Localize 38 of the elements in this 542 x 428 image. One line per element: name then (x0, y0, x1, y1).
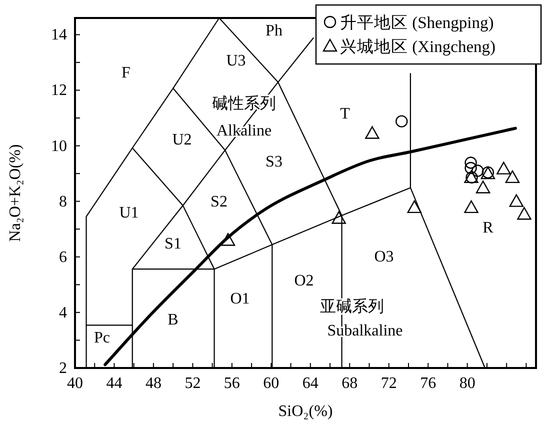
x-tick-label: 40 (67, 375, 83, 392)
x-tick-label: 52 (184, 375, 201, 392)
y-tick-label: 4 (59, 304, 67, 322)
annotation: S2 (210, 194, 228, 211)
y-tick-label: 14 (51, 26, 67, 44)
annotation: R (482, 220, 494, 237)
annotation: 碱性系列 (212, 94, 276, 113)
x-tick-label: 80 (459, 375, 476, 392)
legend-label: 兴城地区 (Xingcheng) (340, 37, 496, 56)
y-tick-label: 10 (51, 138, 67, 155)
annotation: F (122, 64, 131, 82)
annotation: T (340, 106, 350, 123)
annotation: U2 (172, 132, 192, 149)
annotation: O1 (230, 290, 250, 308)
y-tick-label: 2 (59, 360, 67, 377)
annotation: Pc (94, 330, 110, 347)
x-axis-title: SiO₂(%) (278, 403, 333, 420)
x-tick-label: 64 (302, 375, 318, 392)
x-tick-label: 76 (420, 375, 436, 392)
annotation: U3 (226, 52, 246, 70)
x-tick-label: 48 (145, 375, 162, 392)
legend-label: 升平地区 (Shengping) (340, 13, 494, 32)
y-tick-label: 12 (51, 82, 67, 100)
x-tick-label: 44 (106, 375, 122, 392)
x-tick-label: 68 (342, 375, 358, 392)
annotation: S1 (164, 236, 182, 253)
annotation: O2 (294, 272, 314, 290)
y-tick-label: 6 (59, 248, 67, 266)
annotation: O3 (374, 248, 394, 266)
x-tick-label: 60 (263, 375, 280, 392)
annotation: U1 (119, 204, 139, 222)
y-axis-title: Na₂O+K₂O(%) (7, 144, 24, 242)
annotation: B (168, 312, 178, 329)
annotation: S3 (266, 154, 282, 171)
annotation: Ph (266, 22, 282, 40)
y-tick-label: 8 (59, 193, 67, 210)
x-tick-label: 72 (380, 375, 397, 392)
x-tick-label: 56 (224, 375, 240, 392)
